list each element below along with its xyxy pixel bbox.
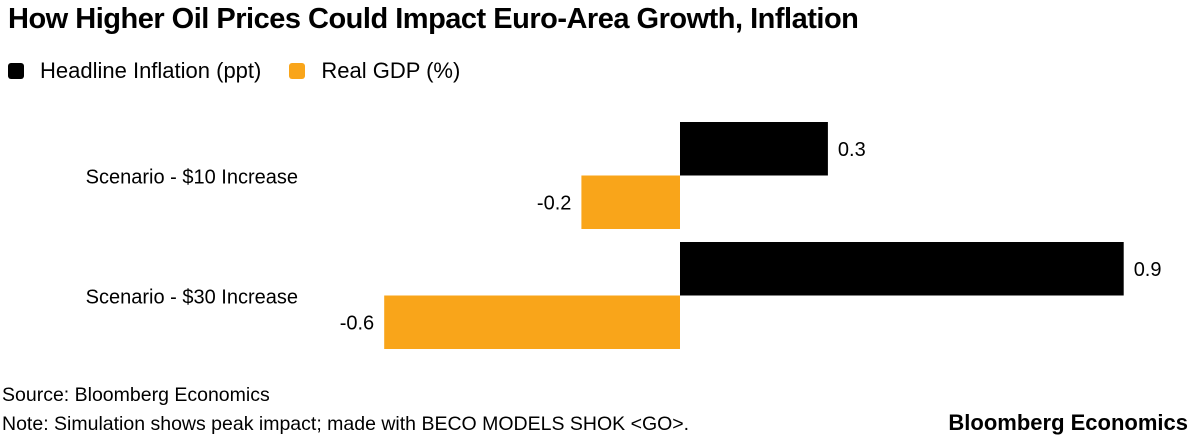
chart-title: How Higher Oil Prices Could Impact Euro-… <box>8 3 859 35</box>
legend-item-gdp: Real GDP (%) <box>289 58 460 84</box>
data-label: 0.9 <box>1134 259 1162 281</box>
category-label: Scenario - $10 Increase <box>86 167 298 189</box>
legend-swatch-inflation <box>8 63 24 79</box>
data-label: -0.6 <box>340 312 374 334</box>
source-text: Source: Bloomberg Economics <box>2 384 270 406</box>
category-label: Scenario - $30 Increase <box>86 287 298 309</box>
data-label: 0.3 <box>838 139 866 161</box>
bar-inflation <box>680 122 828 176</box>
legend-swatch-gdp <box>289 63 306 79</box>
legend-item-inflation: Headline Inflation (ppt) <box>8 58 261 84</box>
legend: Headline Inflation (ppt) Real GDP (%) <box>8 58 488 84</box>
bar-gdp <box>384 295 680 349</box>
bloomberg-economics-logo: Bloomberg Economics <box>948 410 1188 435</box>
legend-label-inflation: Headline Inflation (ppt) <box>40 58 262 83</box>
note-text: Note: Simulation shows peak impact; made… <box>2 413 690 435</box>
bar-inflation <box>680 242 1124 296</box>
legend-label-gdp: Real GDP (%) <box>321 58 461 83</box>
bar-gdp <box>581 175 680 229</box>
data-label: -0.2 <box>537 192 571 214</box>
